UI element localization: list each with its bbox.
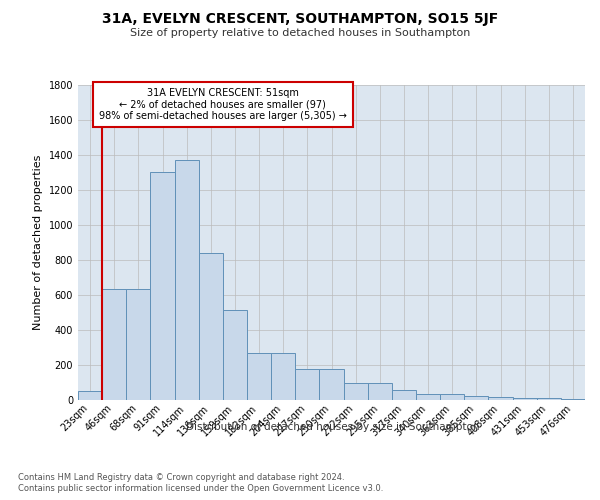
Bar [223,310,247,400]
Text: Distribution of detached houses by size in Southampton: Distribution of detached houses by size … [186,422,480,432]
Bar [126,289,151,400]
Bar [175,160,199,400]
Bar [537,398,561,400]
Bar [344,382,368,400]
Text: Contains HM Land Registry data © Crown copyright and database right 2024.: Contains HM Land Registry data © Crown c… [18,472,344,482]
Bar [295,370,319,400]
Bar [416,394,440,400]
Text: 31A EVELYN CRESCENT: 51sqm
← 2% of detached houses are smaller (97)
98% of semi-: 31A EVELYN CRESCENT: 51sqm ← 2% of detac… [99,88,347,121]
Bar [464,396,488,400]
Bar [199,253,223,400]
Bar [247,353,271,400]
Bar [368,382,392,400]
Bar [561,399,585,400]
Bar [392,390,416,400]
Text: 31A, EVELYN CRESCENT, SOUTHAMPTON, SO15 5JF: 31A, EVELYN CRESCENT, SOUTHAMPTON, SO15 … [102,12,498,26]
Bar [151,172,175,400]
Text: Contains public sector information licensed under the Open Government Licence v3: Contains public sector information licen… [18,484,383,493]
Bar [512,398,537,400]
Text: Size of property relative to detached houses in Southampton: Size of property relative to detached ho… [130,28,470,38]
Bar [319,370,344,400]
Bar [271,353,295,400]
Bar [440,394,464,400]
Bar [102,289,126,400]
Bar [78,391,102,400]
Y-axis label: Number of detached properties: Number of detached properties [33,155,43,330]
Bar [488,398,512,400]
